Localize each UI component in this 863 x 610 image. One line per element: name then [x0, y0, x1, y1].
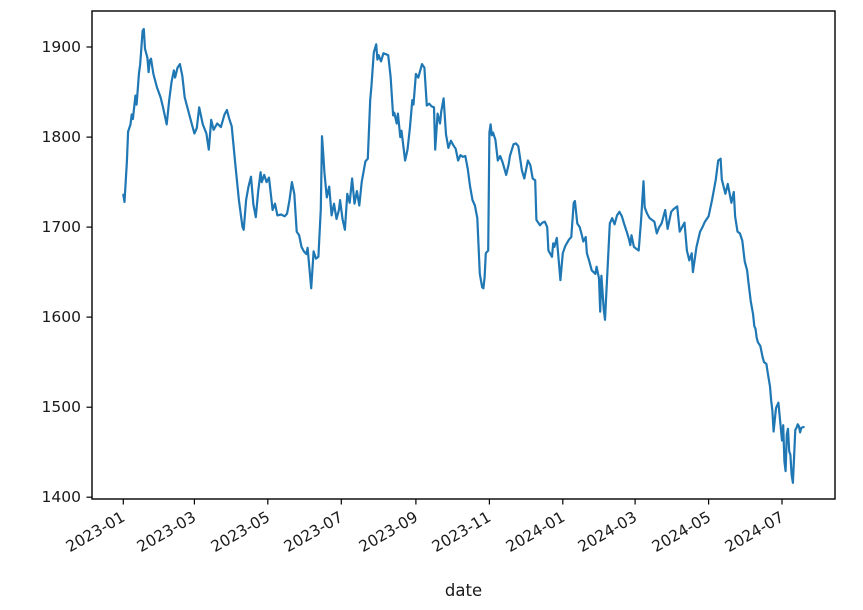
- price-line: [122, 27, 805, 484]
- y-tick-label: 1600: [41, 308, 81, 327]
- y-tick-label: 1400: [41, 488, 81, 507]
- plot-border: [91, 10, 836, 500]
- y-tick-label: 1500: [41, 398, 81, 417]
- y-tick-label: 1700: [41, 218, 81, 237]
- y-tick-label: 1800: [41, 128, 81, 147]
- y-tick-label: 1900: [41, 38, 81, 56]
- x-axis-title: date: [444, 581, 483, 600]
